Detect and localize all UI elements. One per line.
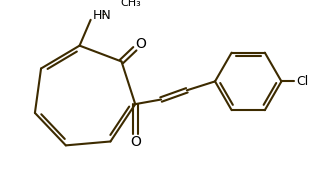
Text: O: O <box>130 135 141 149</box>
Text: HN: HN <box>92 9 111 22</box>
Text: Cl: Cl <box>296 75 308 88</box>
Text: O: O <box>135 37 145 51</box>
Text: CH₃: CH₃ <box>120 0 141 8</box>
